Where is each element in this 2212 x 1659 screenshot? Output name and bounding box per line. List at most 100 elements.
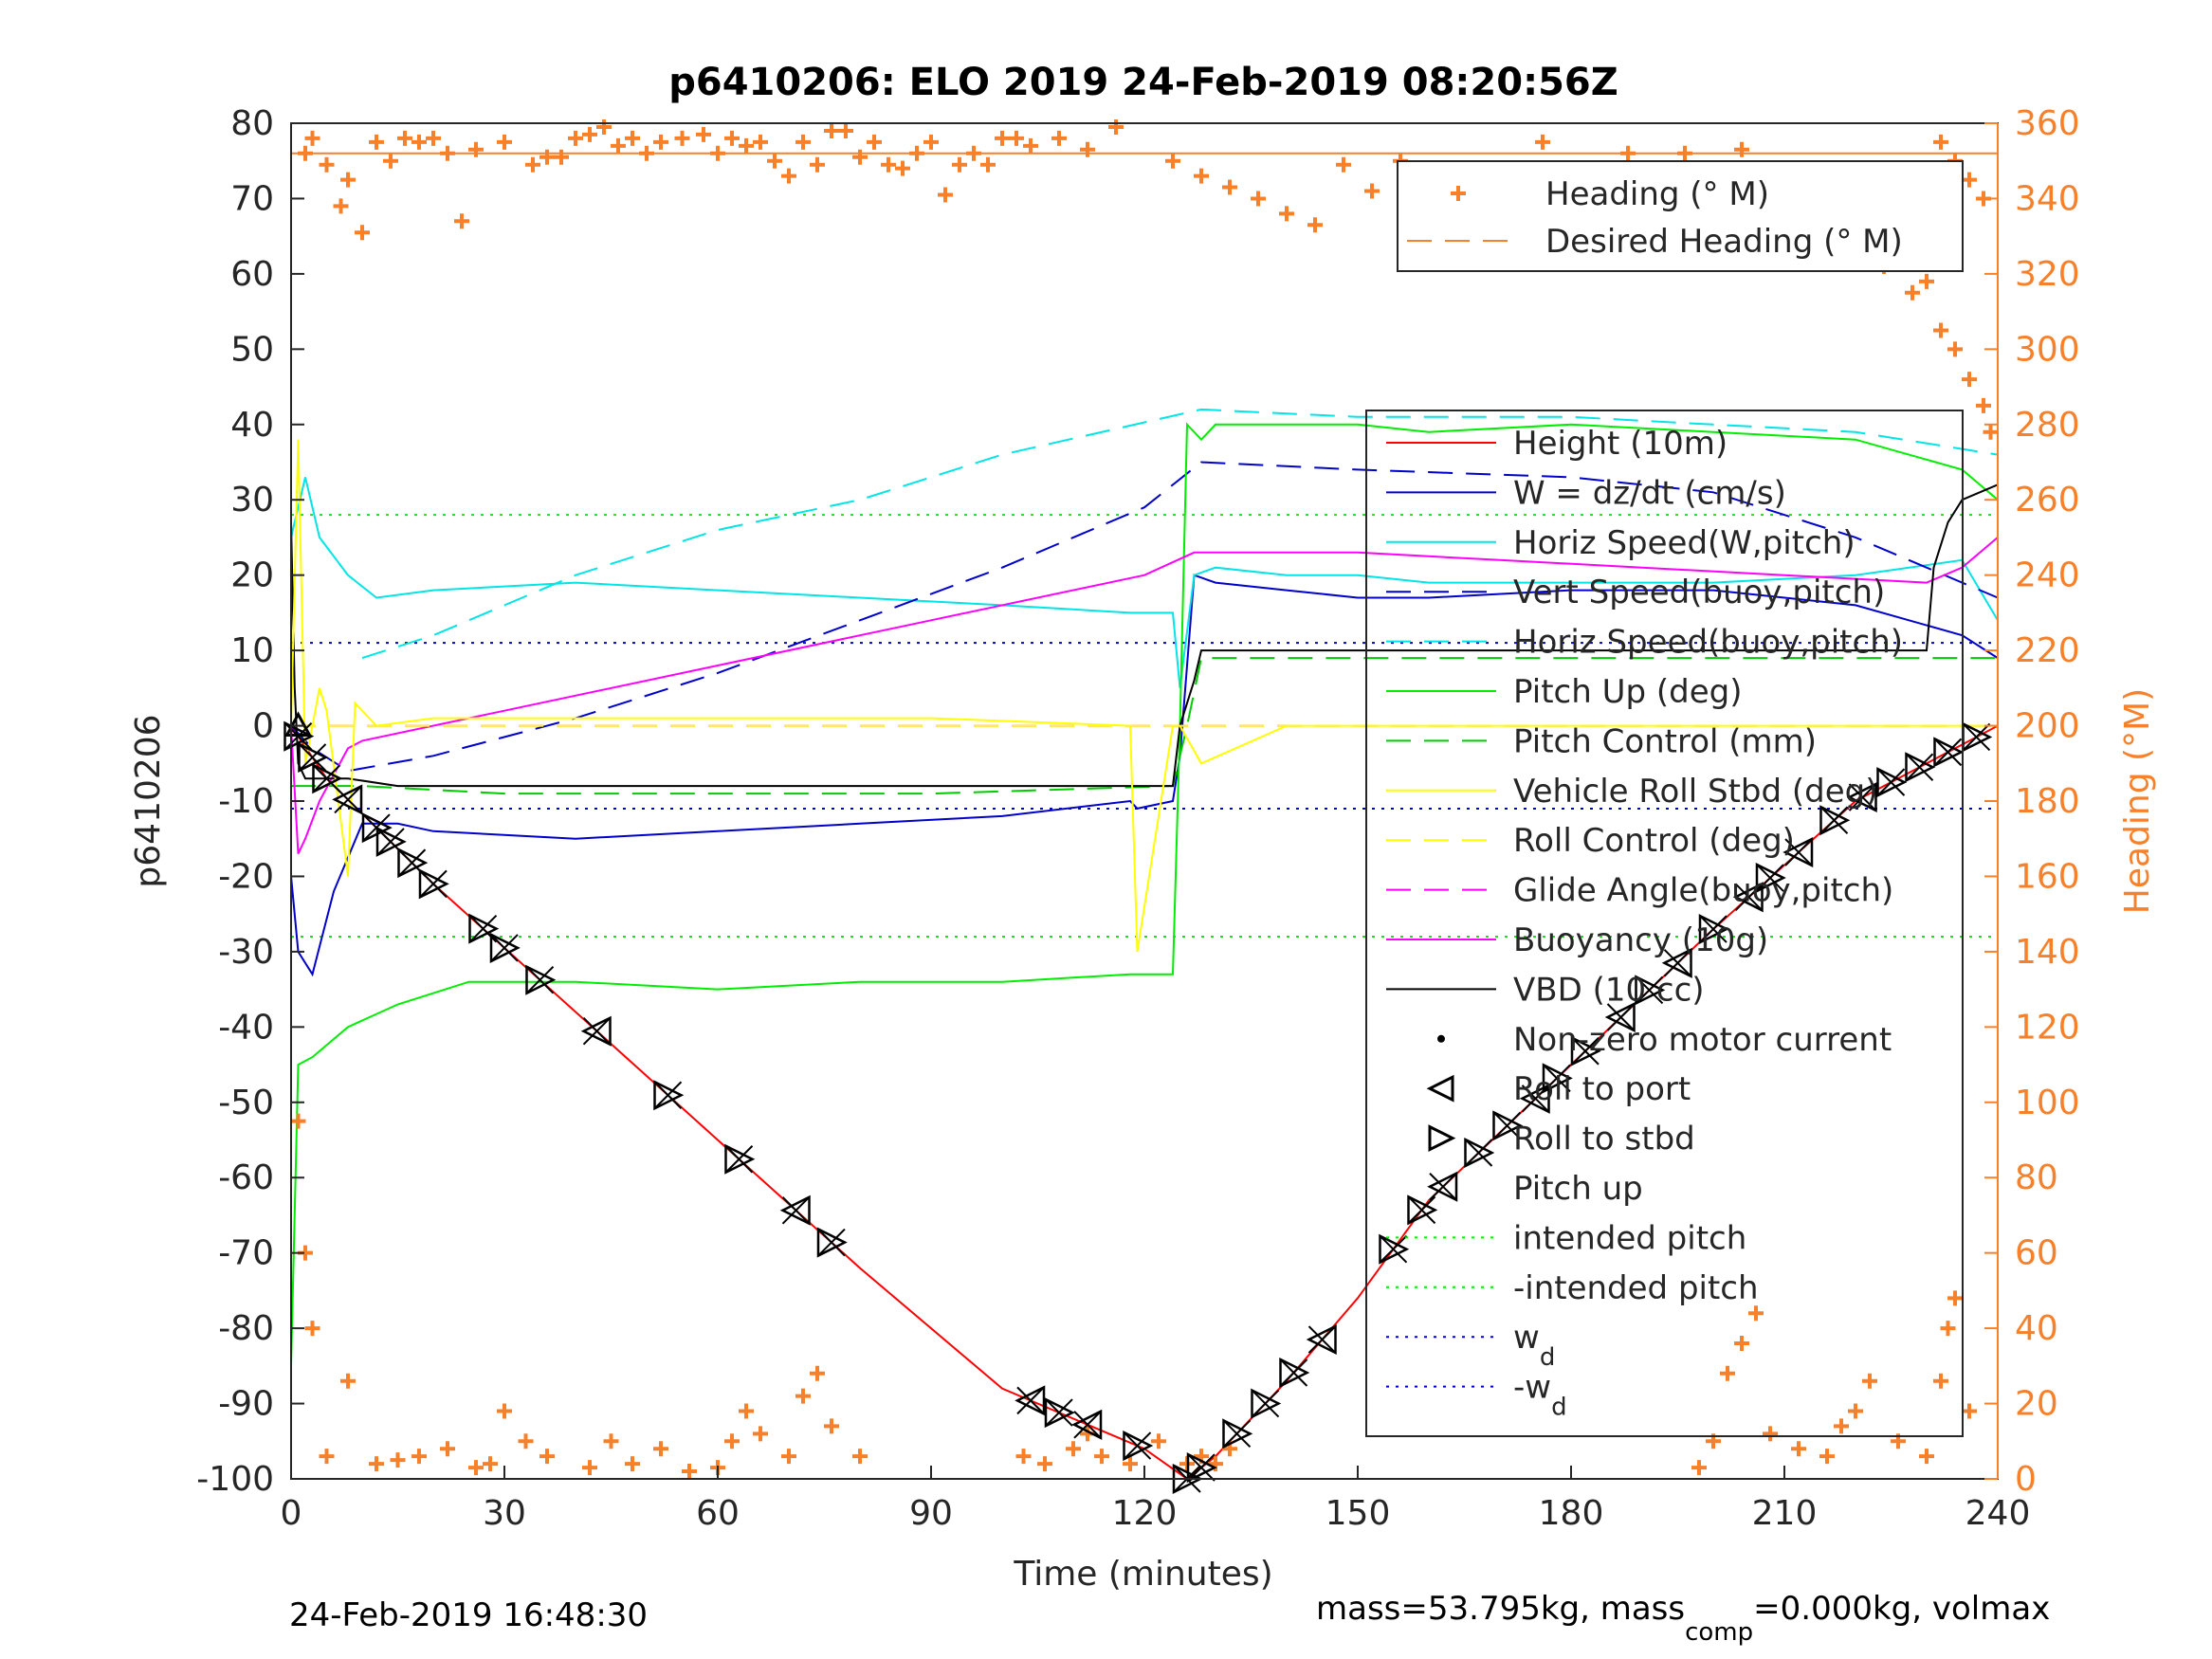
heading-sample [1819, 1449, 1835, 1465]
y-left-tick-label: 70 [230, 179, 274, 218]
heading-sample [995, 130, 1010, 146]
y-right-tick-label: 240 [2015, 556, 2080, 595]
y-left-tick-label: 80 [230, 104, 274, 143]
y-right-tick-label: 60 [2015, 1234, 2058, 1273]
heading-sample [1151, 1433, 1166, 1449]
motor-marker [1819, 806, 1849, 834]
heading-sample [1620, 145, 1636, 161]
roll-to-stbd-marker [1407, 1194, 1438, 1226]
legend-label: W = dz/dt (cm/s) [1513, 474, 1786, 512]
roll-to-stbd-marker [816, 1227, 848, 1258]
y-right-tick-label: 220 [2015, 631, 2080, 670]
roll-to-stbd-marker [1222, 1418, 1253, 1449]
legend-sample [1426, 1074, 1454, 1103]
legend-label-text: Roll to stbd [1513, 1121, 1695, 1158]
heading-sample [1535, 134, 1550, 150]
heading-sample [568, 130, 583, 146]
y-right-tick-label: 100 [2015, 1084, 2080, 1122]
heading-sample [340, 172, 356, 188]
heading-sample [1962, 172, 1977, 188]
x-axis: 0 30 60 90 120 150 180 210 240 [281, 1466, 2031, 1533]
heading-sample [966, 145, 981, 161]
y-left-tick-label: -10 [218, 782, 274, 821]
y-right-tick-label: 0 [2015, 1460, 2037, 1499]
heading-sample [1208, 1456, 1223, 1472]
heading-sample [1940, 1321, 1956, 1337]
heading-sample [1194, 168, 1209, 184]
heading-sample [1009, 130, 1024, 146]
legend-label: Pitch Up (deg) [1513, 673, 1742, 711]
legend-label-text: intended pitch [1513, 1219, 1746, 1257]
motor-marker [1756, 864, 1784, 892]
heading-sample [483, 1456, 498, 1472]
motor-marker [1187, 1453, 1216, 1482]
heading-sample [1933, 134, 1948, 150]
heading-sample [980, 156, 996, 173]
roll-to-stbd-marker [1635, 975, 1666, 1006]
roll-to-port-marker [580, 1015, 612, 1047]
roll-to-port-marker [1427, 1171, 1458, 1202]
heading-sample [582, 1460, 597, 1476]
heading-sample [1983, 424, 1999, 440]
heading-sample [852, 149, 868, 165]
heading-sample [1023, 137, 1038, 154]
roll-to-stbd-marker [1251, 1388, 1282, 1419]
footer-timestamp: 24-Feb-2019 16:48:30 [289, 1596, 648, 1634]
y-left-tick-label: -50 [218, 1084, 274, 1122]
motor-marker [334, 785, 362, 814]
roll-to-stbd-marker [397, 848, 429, 879]
legend-heading-label: Heading (° M) [1545, 175, 1769, 213]
legend-label-text: VBD (10 cc) [1513, 971, 1705, 1009]
heading-sample [1919, 273, 1934, 289]
legend-main-box [1365, 410, 1964, 1437]
legend-label: Horiz Speed(W,pitch) [1513, 524, 1856, 562]
legend-label: -wd [1513, 1369, 1567, 1422]
heading-sample [440, 145, 455, 161]
legend-label-text: w [1513, 1319, 1540, 1357]
heading-sample [1251, 191, 1266, 207]
motor-marker [1464, 1139, 1493, 1167]
legend-label: Buoyancy (10g) [1513, 921, 1768, 959]
motor-marker [1543, 1064, 1571, 1093]
heading-sample [497, 134, 512, 150]
legend-label: Pitch Control (mm) [1513, 722, 1817, 760]
heading-sample [1037, 1456, 1052, 1472]
x-tick-label: 240 [1965, 1494, 2031, 1533]
roll-to-stbd-marker [468, 913, 500, 944]
y-right-tick-label: 160 [2015, 857, 2080, 896]
heading-sample [298, 145, 313, 161]
roll-to-port-marker [1661, 947, 1692, 978]
legend-heading-box [1397, 160, 1964, 272]
heading-sample [1933, 322, 1948, 338]
heading-sample [767, 153, 782, 169]
heading-sample [625, 1456, 640, 1472]
motor-marker [1123, 1431, 1152, 1460]
heading-sample [411, 1449, 427, 1465]
roll-to-stbd-marker [1464, 1137, 1495, 1169]
roll-to-stbd-marker [1905, 752, 1936, 783]
motor-marker [1222, 1419, 1252, 1449]
legend-label-text: Roll to port [1513, 1070, 1691, 1108]
heading-sample [909, 145, 924, 161]
motor-marker [1251, 1389, 1280, 1418]
heading-sample [867, 134, 882, 150]
roll-to-port-marker [1071, 1409, 1103, 1440]
motor-marker [1379, 1234, 1408, 1264]
heading-sample [724, 1433, 740, 1449]
roll-to-stbd-marker [1570, 1035, 1601, 1066]
motor-marker [525, 965, 555, 994]
legend-label-text: Height (10m) [1513, 425, 1728, 463]
legend-main: Height (10m) W = dz/dt (cm/s) Horiz Speed(… [1365, 410, 1964, 1437]
roll-to-stbd-marker [1933, 737, 1965, 768]
heading-sample [554, 149, 569, 165]
heading-sample [952, 156, 967, 173]
y-right-tick-label: 40 [2015, 1309, 2058, 1348]
heading-sample [810, 1365, 825, 1381]
y-right-tick-label: 360 [2015, 104, 2080, 143]
heading-sample [795, 1388, 811, 1404]
x-tick-label: 60 [696, 1494, 740, 1533]
heading-sample [1862, 1373, 1877, 1389]
heading-sample [340, 1373, 356, 1389]
heading-sample [1720, 1365, 1735, 1381]
heading-sample [497, 1403, 512, 1419]
